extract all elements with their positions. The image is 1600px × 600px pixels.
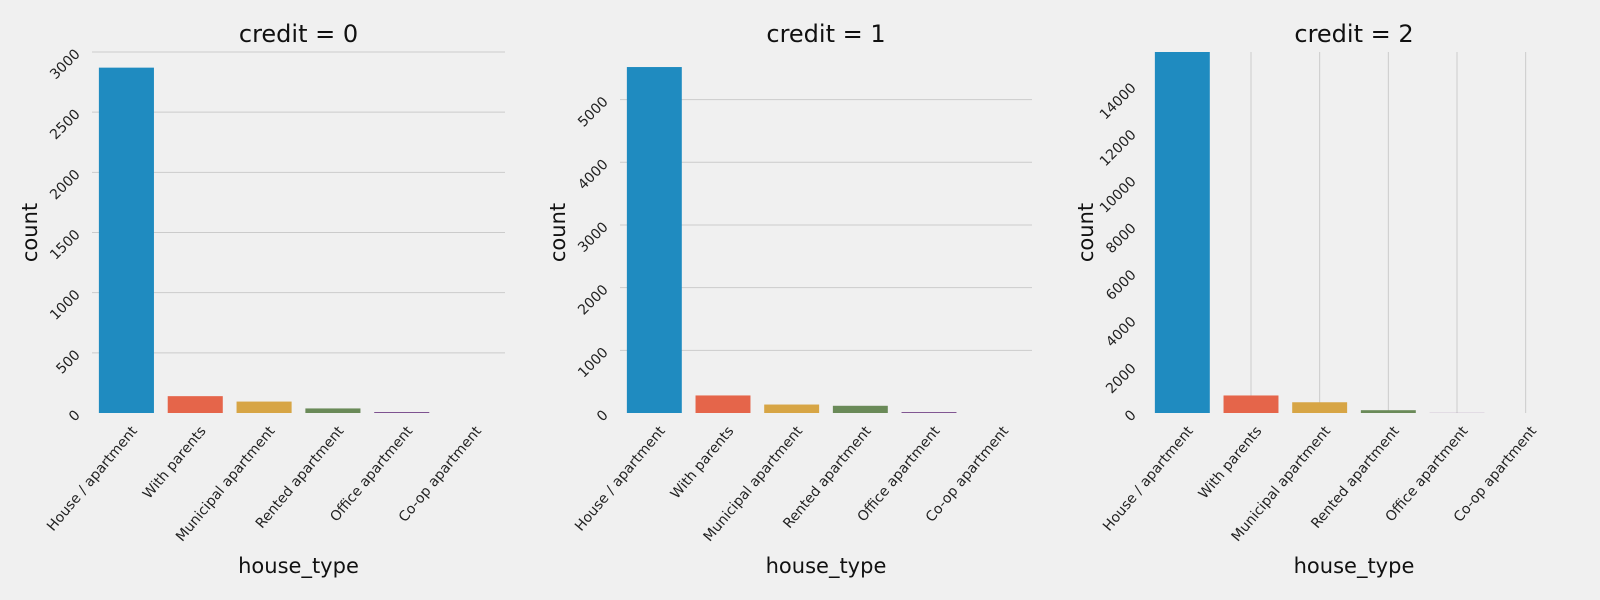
y-tick-label-4: 2000: [47, 167, 84, 204]
y-tick-label-0: 0: [1122, 407, 1140, 425]
chart-title: credit = 1: [766, 20, 885, 48]
bar-1: [167, 396, 223, 413]
bar-0: [1154, 52, 1210, 413]
x-tick-label-0: House / apartment: [572, 423, 669, 534]
bar-2: [764, 404, 820, 413]
y-axis-label: count: [546, 203, 570, 262]
y-tick-label-2: 2000: [575, 282, 612, 319]
y-tick-label-1: 500: [53, 347, 83, 377]
y-tick-label-2: 4000: [1103, 314, 1140, 351]
x-axis-label: house_type: [766, 554, 887, 579]
y-tick-label-5: 10000: [1097, 174, 1140, 217]
x-axis-label: house_type: [1294, 554, 1415, 579]
y-tick-label-1: 1000: [575, 345, 612, 382]
chart-title: credit = 0: [239, 20, 358, 48]
y-tick-label-5: 5000: [575, 94, 612, 131]
bar-3: [1360, 410, 1416, 413]
bar-4: [374, 412, 430, 413]
y-tick-label-7: 14000: [1097, 80, 1140, 123]
x-tick-label-0: House / apartment: [44, 423, 141, 534]
y-tick-label-1: 2000: [1103, 361, 1140, 398]
y-tick-label-4: 4000: [575, 157, 612, 194]
bar-0: [626, 67, 682, 414]
y-tick-label-5: 2500: [47, 107, 84, 144]
bar-3: [832, 405, 888, 413]
y-tick-label-3: 1500: [47, 227, 84, 264]
x-axis-label: house_type: [238, 554, 359, 579]
bar-2: [236, 401, 292, 413]
y-axis-label: count: [1074, 203, 1098, 262]
y-tick-label-2: 1000: [47, 287, 84, 324]
y-tick-label-6: 12000: [1097, 127, 1140, 170]
bar-1: [695, 395, 751, 413]
x-tick-label-1: With parents: [668, 423, 738, 502]
x-tick-label-0: House / apartment: [1100, 423, 1197, 534]
bar-1: [1223, 395, 1279, 413]
chart-title: credit = 2: [1294, 20, 1413, 48]
y-axis-label: count: [18, 203, 42, 262]
bar-0: [98, 67, 154, 413]
y-tick-label-0: 0: [66, 407, 84, 425]
chart-panel-1: 0 1000 2000 3000 4000 5000 House / apartmentWi…: [546, 20, 1032, 579]
bar-4: [901, 412, 957, 413]
x-tick-label-1: With parents: [1196, 423, 1266, 502]
y-tick-label-3: 6000: [1103, 267, 1140, 304]
y-tick-label-0: 0: [594, 407, 612, 425]
y-tick-label-6: 3000: [47, 46, 84, 83]
chart-panel-0: 0 500 1000 1500 2000 2500 3000 House / apartmen…: [18, 20, 505, 579]
bar-2: [1292, 402, 1348, 413]
bar-3: [305, 408, 361, 413]
x-tick-label-1: With parents: [140, 423, 210, 502]
y-tick-label-4: 8000: [1103, 220, 1140, 257]
y-tick-label-3: 3000: [575, 219, 612, 256]
